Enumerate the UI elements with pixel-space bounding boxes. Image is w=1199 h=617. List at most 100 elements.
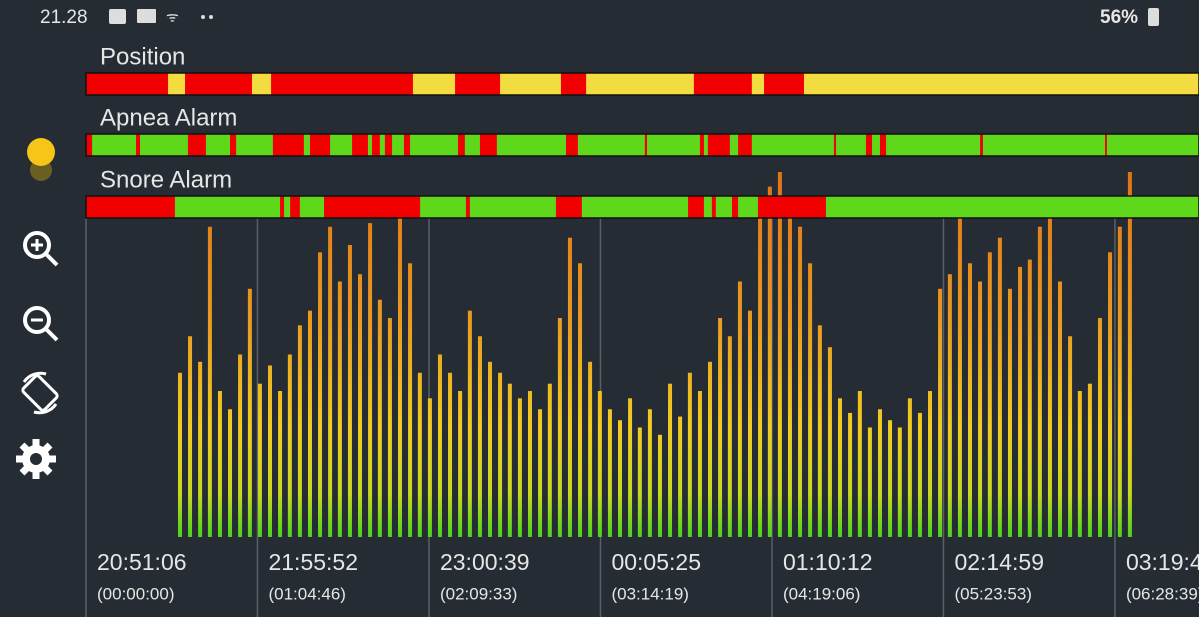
sound-bar	[857, 391, 862, 537]
sound-bar	[287, 354, 292, 537]
sound-bar	[848, 412, 853, 537]
sound-bar	[267, 365, 272, 537]
sound-bar	[358, 274, 363, 537]
sound-bar	[207, 226, 212, 537]
x-tick-label: 21:55:52	[268, 549, 358, 575]
sound-bar	[458, 391, 463, 537]
sound-bar	[278, 391, 283, 537]
sound-bar	[938, 288, 943, 537]
sound-bar	[1087, 383, 1092, 537]
x-tick-elapsed: (03:14:19)	[611, 584, 689, 603]
sound-bar	[628, 398, 633, 537]
sound-bar	[907, 398, 912, 537]
track-event	[185, 73, 252, 95]
sound-bar	[637, 427, 642, 537]
sound-bar	[727, 336, 732, 537]
sound-bar	[917, 412, 922, 537]
sound-bar	[668, 383, 673, 537]
track-event	[86, 196, 175, 218]
track-event	[457, 134, 465, 156]
sound-bar	[467, 310, 472, 537]
x-tick-label: 02:14:59	[954, 549, 1044, 575]
sound-bar	[617, 420, 622, 537]
sound-bar	[498, 372, 503, 537]
sound-bar	[838, 398, 843, 537]
sound-bar	[188, 336, 193, 537]
track-event	[187, 134, 206, 156]
sound-bar	[318, 252, 323, 538]
sound-bar	[997, 237, 1002, 537]
track-event	[731, 196, 739, 218]
sound-bar	[1037, 226, 1042, 537]
sound-bar	[417, 372, 422, 537]
sound-bar	[588, 361, 593, 537]
status-battery: 56%	[1100, 7, 1138, 28]
track-event	[879, 134, 887, 156]
chart: 20:51:06 (00:00:00) 21:55:52 (01:04:46) 23:0…	[85, 43, 1199, 617]
track-event	[699, 134, 704, 156]
track-event	[980, 134, 983, 156]
sound-bar	[987, 252, 992, 538]
sound-bar	[228, 409, 233, 537]
track-event	[86, 134, 93, 156]
sound-bar	[337, 281, 342, 537]
sound-bar	[967, 263, 972, 537]
sound-bar	[1058, 281, 1063, 537]
track-event	[555, 196, 582, 218]
svg-text:ᯤ: ᯤ	[166, 9, 179, 25]
zoom-in-button[interactable]	[23, 231, 59, 267]
sound-bar	[297, 325, 302, 537]
day-night-toggle[interactable]	[27, 138, 55, 166]
rotate-button[interactable]	[21, 371, 59, 415]
settings-button[interactable]	[16, 439, 56, 479]
sound-bar	[947, 274, 952, 537]
sound-bar	[397, 215, 402, 538]
track-event	[290, 196, 300, 218]
sound-bar	[897, 427, 902, 537]
track-event	[865, 134, 873, 156]
track-event	[280, 196, 285, 218]
sound-bar	[747, 310, 752, 537]
sound-bar	[1077, 391, 1082, 537]
track-event	[764, 73, 804, 95]
sound-bar	[328, 226, 333, 537]
sound-bar	[437, 354, 442, 537]
sound-bar	[307, 310, 312, 537]
toolbar	[16, 138, 59, 479]
sound-bar	[1018, 266, 1023, 537]
sound-bar	[427, 398, 432, 537]
zoom-out-button[interactable]	[23, 306, 59, 342]
track-event	[309, 134, 331, 156]
sound-bar	[798, 226, 803, 537]
sound-bar	[978, 281, 983, 537]
x-tick-label: 23:00:39	[440, 549, 530, 575]
sound-bar	[678, 416, 683, 537]
sound-bar	[928, 391, 933, 537]
x-tick-label: 00:05:25	[611, 549, 701, 575]
track-event	[707, 134, 730, 156]
x-tick-elapsed: (04:19:06)	[783, 584, 861, 603]
sound-bar	[708, 361, 713, 537]
sound-bar	[238, 354, 243, 537]
track-base	[86, 73, 1199, 95]
sound-bar	[777, 172, 782, 537]
track-event	[271, 73, 413, 95]
sound-bar	[758, 215, 763, 538]
track-border	[85, 195, 1199, 219]
track-event	[352, 134, 368, 156]
track-event	[693, 73, 752, 95]
status-time: 21.28	[40, 7, 88, 28]
sound-bar	[517, 398, 522, 537]
sound-bar	[347, 245, 352, 537]
track-event	[324, 196, 421, 218]
track-event	[136, 134, 141, 156]
track-event	[738, 134, 752, 156]
sound-bar	[787, 201, 792, 537]
sound-bar	[597, 391, 602, 537]
sound-bar	[177, 372, 182, 537]
sound-bar	[1097, 318, 1102, 537]
sound-bar	[957, 208, 962, 537]
track-event	[1105, 134, 1107, 156]
x-tick-elapsed: (01:04:46)	[268, 584, 346, 603]
sound-bar	[387, 318, 392, 537]
